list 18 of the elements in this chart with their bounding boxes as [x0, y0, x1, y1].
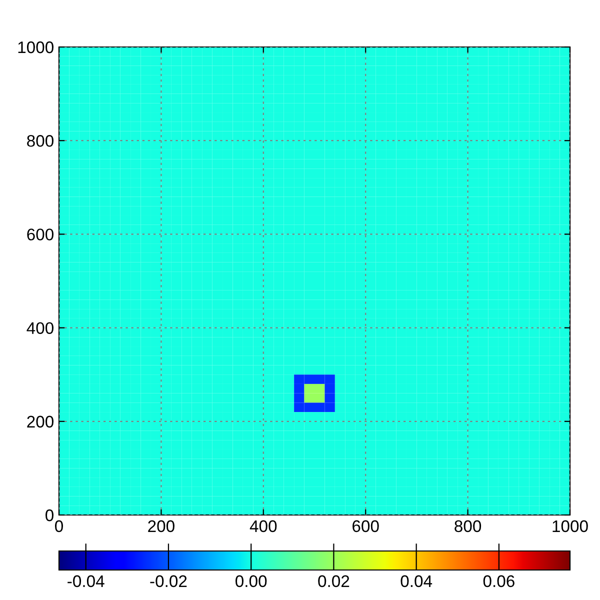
y-tick-label: 400 [26, 322, 54, 334]
x-tick-label: 1000 [552, 520, 588, 532]
color-bar-label: 0.00 [236, 575, 267, 588]
x-tick-label: 600 [352, 520, 379, 532]
y-tick-label: 800 [27, 135, 54, 147]
y-tick-label: 0 [46, 509, 54, 522]
x-tick-label: 800 [454, 520, 482, 532]
x-tick-label: 0 [55, 520, 63, 532]
y-tick-label: 200 [27, 416, 54, 428]
y-tick-label: 600 [27, 228, 54, 240]
y-tick-label: 1000 [18, 41, 54, 54]
x-tick-label: 400 [250, 520, 277, 532]
x-tick-label: 200 [148, 520, 174, 532]
color-bar-label: -0.02 [150, 575, 187, 588]
color-bar-label: -0.04 [68, 575, 104, 588]
color-bar-label: 0.04 [400, 575, 432, 588]
color-bar-label: 0.06 [483, 575, 514, 588]
color-bar-label: 0.02 [318, 575, 350, 588]
